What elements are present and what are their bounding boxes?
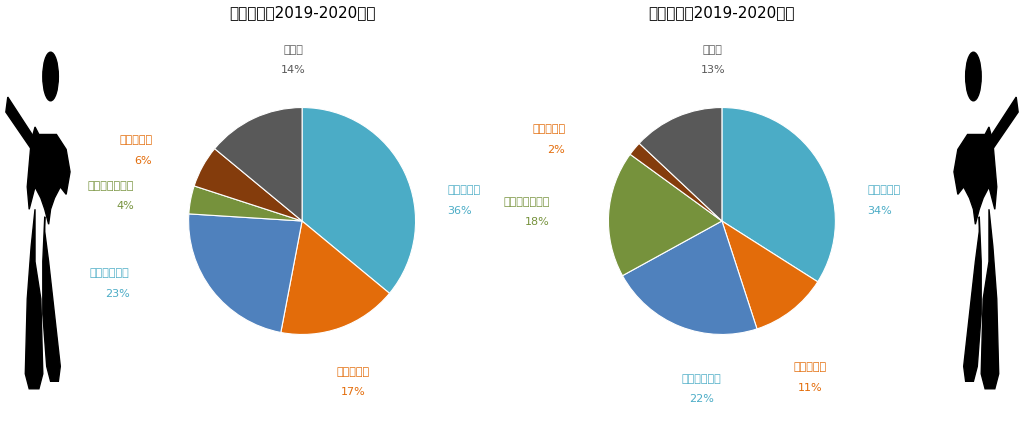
Text: 14%: 14% (281, 65, 305, 75)
Polygon shape (43, 217, 60, 381)
Wedge shape (608, 154, 722, 276)
Wedge shape (722, 108, 836, 282)
Polygon shape (28, 127, 70, 224)
Text: ストレート: ストレート (447, 185, 480, 196)
Ellipse shape (966, 52, 981, 101)
Text: カットボール: カットボール (90, 268, 130, 278)
Wedge shape (281, 221, 389, 334)
Wedge shape (195, 149, 302, 221)
Text: 23%: 23% (104, 289, 130, 299)
Title: ワゲスパック投手の投球割合
（右打者・2019-2020年）: ワゲスパック投手の投球割合 （右打者・2019-2020年） (228, 0, 376, 20)
Text: 2%: 2% (548, 144, 565, 155)
Polygon shape (981, 97, 1018, 153)
Polygon shape (981, 209, 998, 389)
Wedge shape (188, 214, 302, 332)
Wedge shape (302, 108, 416, 293)
Wedge shape (630, 143, 722, 221)
Polygon shape (26, 209, 43, 389)
Text: チェンジアップ: チェンジアップ (503, 197, 550, 207)
Text: 13%: 13% (700, 65, 725, 75)
Wedge shape (215, 108, 302, 221)
Polygon shape (964, 217, 981, 381)
Text: カーブ: カーブ (283, 45, 303, 55)
Ellipse shape (43, 52, 58, 101)
Text: 34%: 34% (867, 206, 892, 216)
Title: ワゲスパック投手の投球割合
（左打者・2019-2020年）: ワゲスパック投手の投球割合 （左打者・2019-2020年） (648, 0, 796, 20)
Text: 4%: 4% (117, 201, 134, 211)
Text: ツーシーム: ツーシーム (337, 367, 370, 377)
Text: スライダー: スライダー (532, 124, 565, 134)
Text: カーブ: カーブ (702, 45, 723, 55)
Text: 36%: 36% (447, 206, 472, 216)
Wedge shape (722, 221, 818, 329)
Text: 18%: 18% (524, 217, 550, 227)
Text: スライダー: スライダー (119, 136, 153, 145)
Polygon shape (954, 127, 996, 224)
Text: ツーシーム: ツーシーム (794, 363, 827, 372)
Text: 17%: 17% (341, 387, 366, 397)
Text: カットボール: カットボール (682, 374, 721, 384)
Wedge shape (623, 221, 757, 334)
Text: 22%: 22% (689, 394, 714, 404)
Wedge shape (639, 108, 722, 221)
Wedge shape (188, 186, 302, 221)
Text: 6%: 6% (135, 156, 153, 166)
Text: チェンジアップ: チェンジアップ (88, 181, 134, 191)
Text: 11%: 11% (798, 383, 822, 393)
Text: ストレート: ストレート (867, 185, 900, 196)
Polygon shape (6, 97, 43, 153)
